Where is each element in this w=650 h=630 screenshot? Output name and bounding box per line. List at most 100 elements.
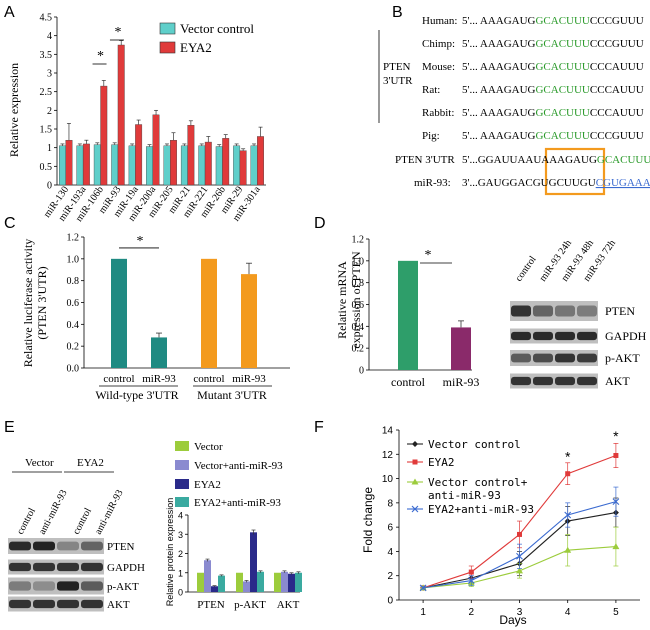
seed-sequence: GCACUUU (535, 130, 589, 142)
data-point (517, 531, 522, 537)
panel-f-ylabel: Fold change (361, 487, 375, 553)
blot-band (511, 305, 531, 317)
y-tick-label: 4 (47, 31, 52, 42)
bar (241, 274, 257, 368)
bar (197, 572, 204, 592)
y-tick-label: 0.5 (40, 162, 53, 173)
data-point (612, 498, 620, 506)
pten-utr-sequence: 5'...GGAUUAAUAAAGAUGGCACUUU... 3' (462, 154, 650, 166)
blot-band (81, 562, 103, 572)
bar (239, 150, 247, 186)
blot-background (554, 301, 576, 321)
lane-label: control (71, 506, 94, 536)
y-tick-label: 0.0 (67, 364, 80, 375)
bar (250, 532, 257, 592)
species-label: Chimp: (422, 38, 455, 50)
y-tick-label: 0.4 (352, 322, 365, 333)
significance-star: * (97, 49, 104, 64)
data-point (516, 552, 523, 560)
bar (59, 145, 66, 186)
sequence-row: 5'... AAAGAUGGCACUUUCCCGUUU (462, 130, 644, 142)
panel-d-ylabel2: expression of PTEN (349, 251, 363, 349)
y-tick-label: 1 (178, 568, 183, 578)
blot-band (57, 581, 79, 591)
blot-band (57, 562, 79, 572)
bar (100, 85, 108, 186)
blot-band (577, 353, 597, 363)
significance-star: * (565, 449, 571, 465)
bar (82, 143, 90, 186)
band-label: p-AKT (605, 351, 640, 365)
panel-label-b: B (392, 4, 403, 21)
bar (295, 572, 302, 592)
x-tick-label: control (391, 375, 426, 389)
sequence-prefix: 5'... AAAGAUG (462, 84, 536, 96)
y-tick-label: 0 (47, 181, 52, 192)
blot-band (555, 353, 575, 363)
y-tick-label: 2 (178, 549, 183, 559)
y-tick-label: 3.5 (40, 50, 53, 61)
blot-band (33, 599, 55, 609)
bar (152, 114, 160, 186)
legend-label: Vector control (428, 438, 521, 451)
panel-a-chart: 00.511.522.533.544.5miR-130miR-193amiR-1… (40, 13, 266, 224)
data-point (613, 453, 619, 458)
blot-band (57, 599, 79, 609)
blot-band (511, 376, 531, 386)
band-label: p-AKT (107, 581, 139, 593)
bar (151, 337, 167, 368)
data-point (564, 546, 572, 553)
y-tick-label: 0.8 (67, 276, 80, 287)
legend-label: Vector (194, 441, 223, 453)
bar (146, 146, 153, 186)
y-tick-label: 0 (359, 366, 364, 377)
significance-star: * (137, 234, 144, 249)
bar (274, 572, 281, 592)
blot-band (9, 541, 31, 551)
lane-label: control (15, 506, 38, 536)
bar (250, 145, 258, 186)
legend-label: EYA2+anti-miR-93 (194, 497, 281, 509)
blot-background (32, 577, 56, 595)
bar (204, 560, 211, 592)
bar (135, 124, 143, 186)
bar (215, 146, 223, 186)
y-tick-label: 1.0 (352, 256, 365, 267)
legend-swatch-eya2 (159, 41, 176, 54)
sequence-row: 5'... AAAGAUGGCACUUUCCCGUUU (462, 38, 644, 50)
bar (233, 145, 241, 186)
sequence-suffix: CCCAUUU (590, 107, 644, 119)
bar (111, 144, 119, 186)
pten-3utr-label-line1: PTEN (383, 61, 411, 73)
group-label: Mutant 3'UTR (197, 388, 267, 402)
y-tick-label: 2 (387, 571, 393, 582)
bar (281, 571, 288, 592)
legend-marker (412, 441, 418, 447)
lane-label: control (513, 254, 538, 284)
x-tick-label: miR-93 (142, 373, 176, 385)
bar (187, 125, 195, 186)
blot-band (555, 331, 575, 341)
y-tick-label: 2 (47, 106, 52, 117)
bar (111, 258, 127, 368)
blot-band (555, 376, 575, 386)
y-tick-label: 2.5 (40, 87, 53, 98)
panel-label-a: A (4, 4, 15, 21)
y-tick-label: 12 (382, 450, 394, 461)
x-tick-label: miR-93 (443, 375, 480, 389)
legend-label: Vector+anti-miR-93 (194, 460, 283, 472)
panel-label-d: D (314, 215, 326, 232)
legend-label: EYA2 (428, 456, 455, 469)
legend-label: EYA2+anti-miR-93 (428, 503, 534, 516)
band-label: AKT (107, 599, 130, 611)
group-label: EYA2 (77, 457, 104, 469)
sequence-row: 5'... AAAGAUGGCACUUUCCCAUUU (462, 107, 644, 119)
sequence-suffix: CCCAUUU (590, 84, 644, 96)
bar (288, 573, 295, 592)
x-tick-label: 3 (517, 607, 523, 618)
bar (163, 145, 171, 186)
legend-swatch (175, 460, 189, 470)
bar (170, 139, 177, 186)
seed-sequence: GCACUUU (535, 61, 589, 73)
